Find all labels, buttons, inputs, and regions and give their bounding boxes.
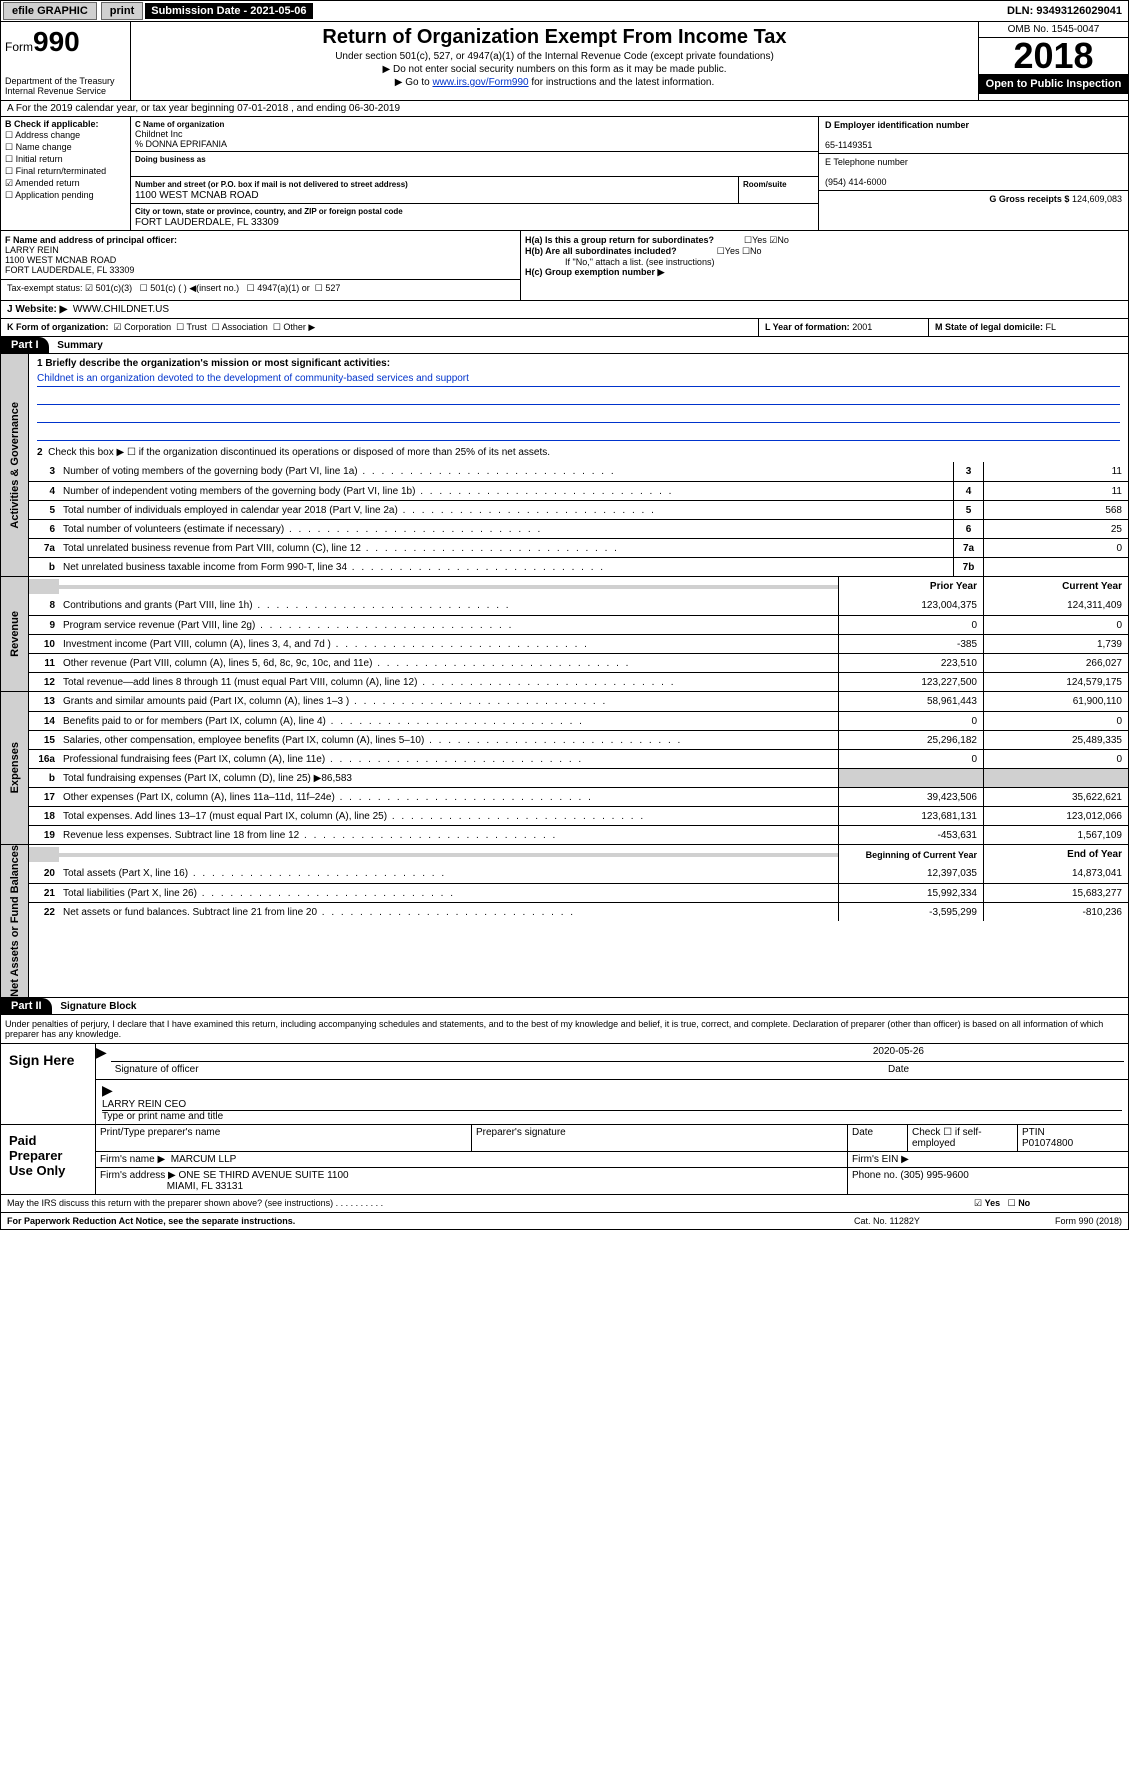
chk-application-pending[interactable]: Application pending (5, 190, 126, 201)
curr-15: 25,489,335 (983, 731, 1128, 749)
curr-22: -810,236 (983, 903, 1128, 921)
irs-link[interactable]: www.irs.gov/Form990 (432, 77, 528, 88)
officer-name: LARRY REIN (5, 245, 59, 255)
gov-val-3: 11 (983, 462, 1128, 481)
prior-b (838, 769, 983, 787)
gov-val-6: 25 (983, 520, 1128, 538)
section-fh: F Name and address of principal officer:… (0, 231, 1129, 301)
tax-year: 2018 (979, 38, 1128, 74)
mission-text: Childnet is an organization devoted to t… (37, 373, 1120, 387)
gov-val-7b (983, 558, 1128, 576)
prior-11: 223,510 (838, 654, 983, 672)
topbar: efile GRAPHIC print Submission Date - 20… (0, 0, 1129, 22)
prior-13: 58,961,443 (838, 692, 983, 711)
curr-20: 14,873,041 (983, 864, 1128, 883)
prior-17: 39,423,506 (838, 788, 983, 806)
curr-10: 1,739 (983, 635, 1128, 653)
prior-12: 123,227,500 (838, 673, 983, 691)
website: WWW.CHILDNET.US (73, 304, 169, 315)
governance-section: Activities & Governance 1 Briefly descri… (0, 354, 1129, 577)
prior-18: 123,681,131 (838, 807, 983, 825)
prior-16a: 0 (838, 750, 983, 768)
preparer-phone: (305) 995-9600 (900, 1170, 968, 1181)
sig-date: 2020-05-26 (111, 1046, 1124, 1062)
form-number: 990 (33, 26, 80, 57)
firm-name: MARCUM LLP (171, 1154, 237, 1165)
curr-8: 124,311,409 (983, 596, 1128, 615)
prior-8: 123,004,375 (838, 596, 983, 615)
efile-label: efile GRAPHIC (3, 2, 97, 20)
phone: (954) 414-6000 (825, 177, 887, 187)
dln-label: DLN: 93493126029041 (1001, 3, 1128, 19)
chk-initial-return[interactable]: Initial return (5, 154, 126, 165)
ptin: P01074800 (1022, 1138, 1073, 1149)
submission-date: Submission Date - 2021-05-06 (145, 3, 312, 19)
revenue-section: Revenue Prior YearCurrent Year 8Contribu… (0, 577, 1129, 692)
state-domicile: FL (1046, 322, 1057, 332)
prior-9: 0 (838, 616, 983, 634)
form-footer: Form 990 (2018) (998, 1213, 1128, 1229)
part1-header: Part I (1, 337, 49, 353)
row-a-period: A For the 2019 calendar year, or tax yea… (0, 101, 1129, 117)
gov-val-7a: 0 (983, 539, 1128, 557)
expenses-section: Expenses 13Grants and similar amounts pa… (0, 692, 1129, 845)
form-header: Form990 Department of the Treasury Inter… (0, 22, 1129, 101)
section-b-block: B Check if applicable: Address change Na… (0, 117, 1129, 231)
chk-amended-return[interactable]: Amended return (5, 178, 126, 189)
curr-18: 123,012,066 (983, 807, 1128, 825)
curr-21: 15,683,277 (983, 884, 1128, 902)
chk-address-change[interactable]: Address change (5, 130, 126, 141)
curr-11: 266,027 (983, 654, 1128, 672)
netassets-section: Net Assets or Fund Balances Beginning of… (0, 845, 1129, 998)
curr-9: 0 (983, 616, 1128, 634)
part2-header: Part II (1, 998, 52, 1014)
ein: 65-1149351 (825, 140, 872, 150)
prior-15: 25,296,182 (838, 731, 983, 749)
curr-17: 35,622,621 (983, 788, 1128, 806)
curr-12: 124,579,175 (983, 673, 1128, 691)
prior-14: 0 (838, 712, 983, 730)
prior-19: -453,631 (838, 826, 983, 844)
website-row: J Website: ▶ WWW.CHILDNET.US (0, 301, 1129, 319)
inspection-label: Open to Public Inspection (979, 74, 1128, 94)
paid-preparer-block: Paid Preparer Use Only Print/Type prepar… (0, 1125, 1129, 1195)
curr-14: 0 (983, 712, 1128, 730)
klm-row: K Form of organization: ☑ Corporation ☐ … (0, 319, 1129, 337)
gross-receipts: 124,609,083 (1072, 194, 1122, 204)
dept-label: Department of the Treasury Internal Reve… (5, 76, 126, 96)
form-subtitle: Under section 501(c), 527, or 4947(a)(1)… (135, 51, 974, 62)
org-address: 1100 WEST MCNAB ROAD (135, 190, 259, 201)
gov-val-5: 568 (983, 501, 1128, 519)
org-city: FORT LAUDERDALE, FL 33309 (135, 217, 279, 228)
discuss-row: May the IRS discuss this return with the… (0, 1195, 1129, 1213)
org-name: Childnet Inc (135, 129, 183, 139)
curr-16a: 0 (983, 750, 1128, 768)
curr-13: 61,900,110 (983, 692, 1128, 711)
footer: For Paperwork Reduction Act Notice, see … (0, 1213, 1129, 1230)
form-title: Return of Organization Exempt From Incom… (135, 26, 974, 49)
year-formation: 2001 (852, 322, 872, 332)
prior-22: -3,595,299 (838, 903, 983, 921)
chk-final-return[interactable]: Final return/terminated (5, 166, 126, 177)
print-button[interactable]: print (101, 2, 143, 20)
curr-b (983, 769, 1128, 787)
sign-here-block: Sign Here 2020-05-26Signature of officer… (0, 1044, 1129, 1125)
501c3[interactable]: 501(c)(3) (96, 283, 133, 293)
prior-10: -385 (838, 635, 983, 653)
gov-val-4: 11 (983, 482, 1128, 500)
curr-19: 1,567,109 (983, 826, 1128, 844)
prior-21: 15,992,334 (838, 884, 983, 902)
prior-20: 12,397,035 (838, 864, 983, 883)
perjury-text: Under penalties of perjury, I declare th… (0, 1015, 1129, 1044)
chk-name-change[interactable]: Name change (5, 142, 126, 153)
officer-sig-name: LARRY REIN CEO (102, 1099, 1122, 1111)
